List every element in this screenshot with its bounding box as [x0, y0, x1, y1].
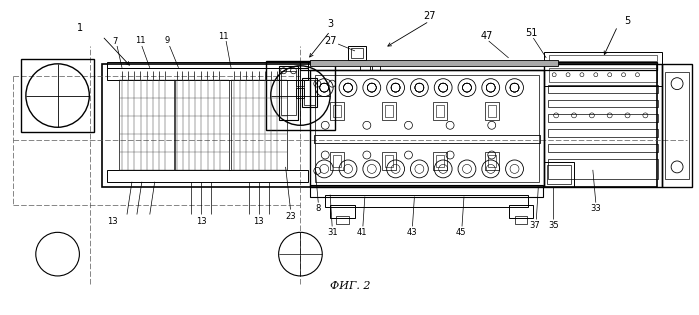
Bar	[119, 80, 175, 170]
Bar	[21, 59, 94, 132]
Bar	[266, 61, 335, 130]
Text: 23: 23	[285, 212, 296, 221]
Bar	[310, 60, 558, 66]
Bar	[384, 155, 393, 167]
Bar	[382, 102, 396, 120]
Bar	[547, 165, 571, 184]
Bar	[548, 129, 658, 137]
Bar	[107, 170, 308, 182]
Bar	[488, 106, 496, 117]
Bar	[296, 88, 304, 98]
Text: 41: 41	[356, 228, 367, 237]
Bar	[310, 185, 543, 197]
Bar	[231, 80, 287, 170]
Bar	[436, 155, 444, 167]
Text: 13: 13	[196, 217, 207, 226]
Bar	[488, 155, 496, 167]
Bar	[333, 155, 341, 167]
Bar	[509, 204, 533, 219]
Bar	[330, 102, 344, 120]
Bar	[315, 135, 540, 143]
Bar	[102, 64, 657, 187]
Bar	[107, 62, 308, 68]
Bar	[351, 48, 363, 58]
Bar	[280, 71, 296, 115]
Text: 1: 1	[78, 23, 83, 33]
Text: 7: 7	[113, 37, 117, 46]
Bar	[436, 106, 444, 117]
Bar	[485, 152, 498, 170]
Text: 51: 51	[525, 28, 538, 38]
Text: 47: 47	[481, 31, 493, 41]
Bar	[330, 152, 344, 170]
Text: 13: 13	[107, 217, 117, 226]
Bar	[279, 66, 298, 120]
Bar	[545, 52, 662, 64]
Bar	[372, 62, 380, 70]
Text: 43: 43	[406, 228, 417, 237]
Bar	[360, 62, 370, 70]
Bar	[549, 68, 657, 82]
Text: 13: 13	[254, 217, 264, 226]
Bar	[662, 64, 692, 187]
Bar	[665, 72, 689, 179]
Text: 33: 33	[591, 204, 601, 213]
Bar	[549, 55, 657, 61]
Bar	[325, 195, 528, 207]
Bar	[433, 102, 447, 120]
Bar	[545, 64, 662, 86]
Text: 37: 37	[529, 221, 540, 230]
Bar	[382, 152, 396, 170]
Bar	[548, 159, 658, 179]
Bar	[545, 64, 662, 187]
Bar	[548, 144, 658, 152]
Bar	[384, 106, 393, 117]
Text: 27: 27	[324, 36, 336, 46]
Bar	[548, 85, 658, 93]
Text: 8: 8	[315, 204, 321, 213]
Bar	[315, 75, 540, 182]
Bar	[514, 216, 528, 224]
Bar	[304, 80, 315, 106]
Bar	[548, 114, 658, 122]
Bar	[330, 204, 355, 219]
Text: 27: 27	[423, 11, 435, 21]
Bar	[107, 68, 308, 80]
Bar	[303, 78, 317, 107]
Bar	[485, 102, 498, 120]
Bar	[296, 80, 304, 86]
Text: 11: 11	[218, 32, 229, 41]
Text: 3: 3	[327, 19, 333, 29]
Text: 35: 35	[548, 221, 559, 230]
Bar	[433, 152, 447, 170]
Bar	[301, 62, 657, 70]
Text: 31: 31	[327, 228, 338, 237]
Bar	[173, 80, 229, 170]
Bar	[548, 100, 658, 107]
Text: 5: 5	[624, 16, 630, 26]
Text: ФИГ. 2: ФИГ. 2	[330, 281, 370, 291]
Text: 11: 11	[135, 36, 145, 44]
Bar	[310, 70, 545, 187]
Bar	[545, 162, 574, 187]
Bar	[333, 106, 341, 117]
Text: 45: 45	[456, 228, 466, 237]
Bar	[336, 216, 349, 224]
Text: 9: 9	[164, 36, 169, 44]
Bar	[348, 46, 366, 60]
